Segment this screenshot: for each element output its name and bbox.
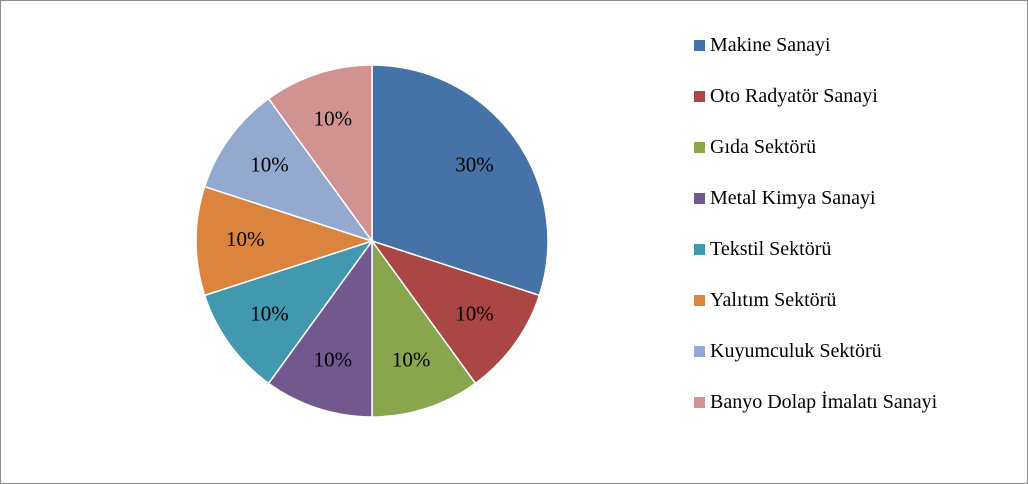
pie-slice: [203, 97, 374, 243]
legend-item: Banyo Dolap İmalatı Sanayi: [694, 387, 994, 438]
data-label: 10%: [392, 347, 431, 371]
data-label: 10%: [250, 152, 289, 176]
pie-slice: [371, 64, 549, 297]
legend-item: Yalıtım Sektörü: [694, 285, 994, 336]
legend-item: Tekstil Sektörü: [694, 234, 994, 285]
legend-swatch: [694, 244, 705, 255]
legend-item: Metal Kimya Sanayi: [694, 183, 994, 234]
data-label: 10%: [455, 301, 494, 325]
legend-label: Tekstil Sektörü: [710, 238, 832, 260]
data-label: 10%: [250, 301, 289, 325]
pie-slice: [370, 239, 541, 385]
data-label: 10%: [314, 106, 353, 130]
pie-slice: [267, 238, 373, 418]
legend-label: Oto Radyatör Sanayi: [710, 85, 878, 107]
data-label: 10%: [226, 227, 265, 251]
legend-item: Oto Radyatör Sanayi: [694, 81, 994, 132]
legend-label: Banyo Dolap İmalatı Sanayi: [710, 391, 938, 413]
legend-label: Metal Kimya Sanayi: [710, 187, 876, 209]
legend-label: Kuyumculuk Sektörü: [710, 340, 882, 362]
pie-slice: [195, 185, 375, 297]
legend-swatch: [694, 397, 705, 408]
data-label: 10%: [314, 347, 353, 371]
legend-swatch: [694, 295, 705, 306]
legend-swatch: [694, 193, 705, 204]
data-label: 30%: [455, 152, 494, 176]
legend: Makine Sanayi Oto Radyatör Sanayi Gıda Sek…: [694, 30, 994, 438]
legend-label: Yalıtım Sektörü: [710, 289, 837, 311]
pie-slice: [203, 239, 374, 385]
legend-swatch: [694, 142, 705, 153]
legend-swatch: [694, 346, 705, 357]
pie-slice: [267, 64, 373, 244]
legend-swatch: [694, 40, 705, 51]
legend-label: Gıda Sektörü: [710, 136, 817, 158]
legend-item: Kuyumculuk Sektörü: [694, 336, 994, 387]
legend-item: Makine Sanayi: [694, 30, 994, 81]
legend-swatch: [694, 91, 705, 102]
legend-item: Gıda Sektörü: [694, 132, 994, 183]
legend-label: Makine Sanayi: [710, 34, 831, 56]
pie-slice: [371, 238, 477, 418]
